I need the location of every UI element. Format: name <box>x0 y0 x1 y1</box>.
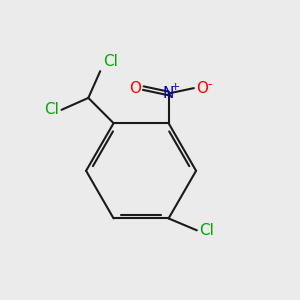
Text: Cl: Cl <box>199 223 214 238</box>
Text: N: N <box>163 86 174 101</box>
Text: Cl: Cl <box>44 102 58 117</box>
Text: O: O <box>129 81 141 96</box>
Text: +: + <box>170 82 180 92</box>
Text: -: - <box>207 78 211 91</box>
Text: Cl: Cl <box>103 54 118 69</box>
Text: O: O <box>196 81 208 96</box>
